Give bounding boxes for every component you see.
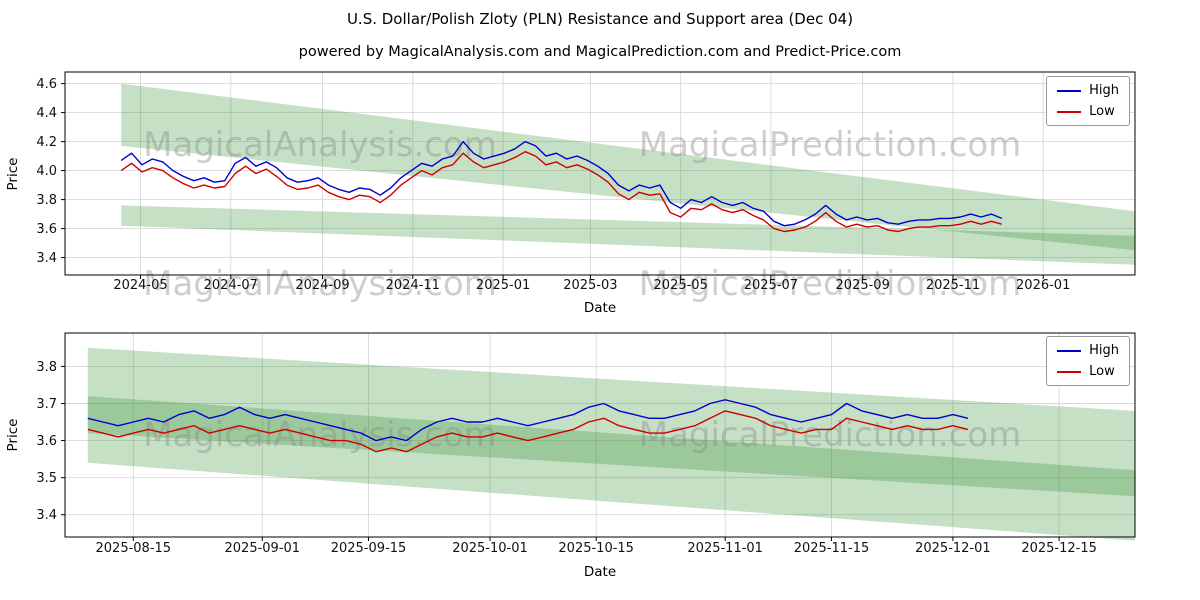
low-line-swatch (1057, 110, 1082, 113)
legend-label-low: Low (1089, 104, 1115, 119)
x-tick-label: 2025-11 (926, 278, 980, 293)
watermark-text: MagicalPrediction.com (639, 415, 1022, 455)
high-line (87, 399, 969, 442)
plot-border (64, 332, 1136, 538)
y-axis-label: Price (5, 419, 21, 452)
y-tick-label: 4.4 (36, 106, 57, 121)
x-tick-label: 2025-09-15 (331, 541, 407, 556)
x-tick-label: 2025-10-15 (558, 541, 634, 556)
x-tick-label: 2025-01 (476, 278, 530, 293)
zoom-chart-svg: Price Date MagicalAnalysis.com MagicalPre… (5, 332, 1136, 580)
x-tick-label: 2025-10-01 (452, 541, 528, 556)
legend-item-high: High (1057, 83, 1119, 98)
y-axis-label: Price (5, 158, 21, 191)
plot-border (64, 71, 1136, 276)
x-tick-label: 2025-09 (836, 278, 890, 293)
x-tick-label: 2025-05 (654, 278, 708, 293)
y-tick-label: 3.8 (36, 360, 57, 375)
plot-area: MagicalAnalysis.com MagicalPrediction.com… (36, 71, 1136, 304)
x-tick-label: 2025-12-01 (915, 541, 991, 556)
y-tick-label: 3.4 (36, 251, 57, 266)
x-tick-label: 2025-07 (744, 278, 798, 293)
main-price-chart: Price Date MagicalAnalysis.com MagicalPre… (0, 64, 1200, 319)
y-tick-label: 4.2 (36, 135, 57, 150)
x-tick-label: 2025-12-15 (1021, 541, 1097, 556)
x-tick-label: 2025-09-01 (225, 541, 301, 556)
y-tick-label: 3.8 (36, 193, 57, 208)
x-tick-label: 2024-11 (386, 278, 440, 293)
watermark-text: MagicalPrediction.com (639, 264, 1022, 304)
plot-area: MagicalAnalysis.com MagicalPrediction.com… (36, 332, 1136, 556)
legend: High Low (1046, 76, 1130, 126)
x-tick-label: 2026-01 (1016, 278, 1070, 293)
chart-subtitle: powered by MagicalAnalysis.com and Magic… (298, 44, 902, 60)
watermark-text: MagicalAnalysis.com (143, 125, 497, 165)
x-axis-label: Date (584, 564, 616, 580)
x-tick-label: 2025-11-15 (794, 541, 870, 556)
x-tick-label: 2024-09 (295, 278, 349, 293)
x-tick-label: 2024-07 (204, 278, 258, 293)
legend-item-low: Low (1057, 364, 1119, 379)
x-tick-label: 2025-03 (563, 278, 617, 293)
resistance-area-band (121, 83, 1135, 251)
x-axis-label: Date (584, 300, 616, 316)
legend-label-high: High (1089, 83, 1119, 98)
y-tick-label: 4.0 (36, 164, 57, 179)
low-line (87, 410, 969, 453)
high-line-swatch (1057, 89, 1082, 92)
legend-label-high: High (1089, 343, 1119, 358)
high-line-swatch (1057, 349, 1082, 352)
support-area-band (87, 396, 1135, 541)
low-line (120, 150, 1002, 233)
y-tick-label: 3.6 (36, 222, 57, 237)
x-tick-label: 2025-08-15 (96, 541, 172, 556)
watermark-text: MagicalPrediction.com (639, 125, 1022, 165)
y-tick-label: 4.6 (36, 77, 57, 92)
y-tick-label: 3.7 (36, 397, 57, 412)
legend-item-high: High (1057, 343, 1119, 358)
zoom-price-chart: Price Date MagicalAnalysis.com MagicalPre… (0, 324, 1200, 592)
support-area-band (121, 205, 1135, 265)
x-tick-label: 2025-11-01 (687, 541, 763, 556)
legend: High Low (1046, 336, 1130, 386)
chart-title: U.S. Dollar/Polish Zloty (PLN) Resistanc… (346, 10, 854, 28)
y-tick-label: 3.5 (36, 471, 57, 486)
high-line (120, 140, 1003, 227)
low-line-swatch (1057, 370, 1082, 373)
x-tick-label: 2024-05 (113, 278, 167, 293)
y-tick-label: 3.4 (36, 508, 57, 523)
legend-item-low: Low (1057, 104, 1119, 119)
y-tick-label: 3.6 (36, 434, 57, 449)
watermark-text: MagicalAnalysis.com (143, 264, 497, 304)
legend-label-low: Low (1089, 364, 1115, 379)
main-chart-svg: Price Date MagicalAnalysis.com MagicalPre… (5, 71, 1136, 316)
